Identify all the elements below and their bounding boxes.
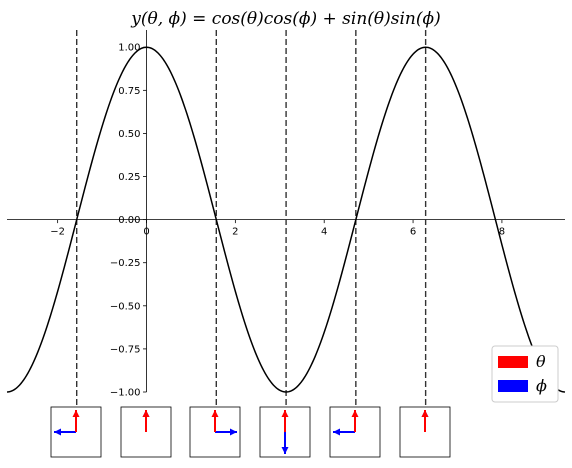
y-tick-label: 0.25 (118, 172, 140, 183)
phi-vector-arrow (54, 428, 76, 436)
legend-label: θ (536, 352, 546, 371)
y-tick-label: −0.50 (110, 301, 141, 312)
inset-panel (259, 406, 311, 458)
x-tick-label: 2 (232, 227, 238, 238)
theta-vector-arrow (351, 410, 359, 432)
x-tick-label: 0 (143, 227, 149, 238)
legend-swatch (498, 380, 528, 392)
x-tick-label: 4 (321, 227, 327, 238)
vector-insets (50, 406, 451, 458)
theta-vector-arrow (211, 410, 219, 432)
series-line-cos (6, 46, 566, 393)
y-tick-label: −1.00 (110, 388, 141, 399)
legend-label: ϕ (536, 376, 547, 395)
curve-layer (6, 46, 566, 393)
theta-vector-arrow (72, 410, 80, 432)
chart-title: y(θ, ϕ) = cos(θ)cos(ϕ) + sin(θ)sin(ϕ) (130, 9, 441, 29)
y-tick-label: 1.00 (118, 43, 140, 54)
phi-vector-arrow (281, 432, 289, 454)
inset-panel (189, 406, 241, 458)
legend: θϕ (491, 345, 559, 403)
y-tick-label: 0.75 (118, 86, 140, 97)
y-tick-label: 0.00 (118, 215, 140, 226)
inset-panel (120, 406, 172, 458)
axes: −2 0 2 4 6 8 −1.00 −0.75 −0.50 −0.25 0.00 0.25 0.50 0… (7, 30, 565, 399)
y-tick-label: −0.25 (110, 258, 141, 269)
inset-panel (399, 406, 451, 458)
theta-vector-arrow (421, 410, 429, 432)
theta-vector-arrow (281, 410, 289, 432)
phi-vector-arrow (215, 428, 237, 436)
legend-frame (491, 345, 559, 403)
theta-vector-arrow (142, 410, 150, 432)
phi-vector-arrow (333, 428, 355, 436)
y-tick-label: 0.50 (118, 129, 140, 140)
x-tick-label: −2 (50, 227, 65, 238)
inset-panel (50, 406, 102, 458)
x-tick-label: 6 (410, 227, 416, 238)
legend-swatch (498, 356, 528, 368)
y-tick-label: −0.75 (110, 344, 141, 355)
x-tick-label: 8 (499, 227, 505, 238)
inset-panel (329, 406, 381, 458)
